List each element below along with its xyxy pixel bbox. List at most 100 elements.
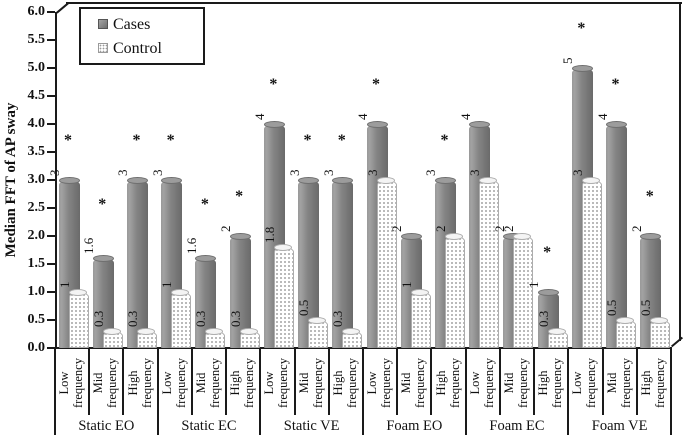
- frequency-separator: [533, 348, 536, 415]
- bar-value-label: 2: [218, 225, 234, 233]
- significance-star: *: [440, 132, 449, 149]
- bar-cap: [229, 233, 251, 240]
- x-tick-label-low: Low frequency: [466, 351, 500, 415]
- x-tick-label-low: Low frequency: [363, 351, 397, 415]
- bar-value-label: 0.3: [535, 310, 551, 328]
- x-tick-label-high: High frequency: [431, 351, 465, 415]
- group-separator: [567, 348, 570, 435]
- y-tick-label: 4.5: [27, 88, 46, 103]
- bar-value-label: 1: [526, 281, 542, 289]
- y-tick-mark: [47, 67, 55, 69]
- y-tick-mark: [47, 263, 55, 265]
- cases-swatch-icon: [98, 19, 108, 29]
- bar-control: [102, 328, 123, 348]
- bar-value-label: 3: [115, 169, 131, 177]
- bar-value-label: 1: [56, 281, 72, 289]
- frequency-band-label: Low frequency: [159, 358, 188, 408]
- bar-cap: [513, 233, 532, 240]
- x-tick-label-low: Low frequency: [260, 351, 294, 415]
- frequency-separator: [88, 348, 91, 415]
- group-separator: [156, 348, 159, 435]
- bar-control: [171, 289, 192, 348]
- bar-value-label: 4: [594, 113, 610, 121]
- bar-cap: [342, 328, 361, 336]
- x-tick-label-mid: Mid frequency: [500, 351, 534, 415]
- frequency-band-label: High frequency: [638, 358, 667, 408]
- bar-value-label: 1.6: [183, 238, 199, 255]
- y-tick-mark: [47, 319, 55, 321]
- bar-cap: [581, 177, 600, 184]
- frequency-band-label: Low frequency: [262, 358, 291, 408]
- group-separator: [362, 348, 364, 435]
- bar-cap: [136, 328, 155, 336]
- frequency-band-label: Mid frequency: [91, 358, 120, 408]
- legend-label-control: Control: [113, 39, 162, 57]
- bar-cap: [571, 65, 593, 72]
- bar-value-label: 5: [560, 57, 576, 65]
- bar-cap: [376, 177, 395, 184]
- y-tick-mark: [47, 39, 55, 41]
- bar-control: [273, 244, 294, 348]
- y-tick-label: 5.5: [27, 32, 46, 47]
- frequency-band-label: High frequency: [330, 358, 359, 408]
- bar-value-label: 0.3: [193, 310, 209, 328]
- bar-value-label: 3: [47, 169, 62, 177]
- frequency-band-label: High frequency: [125, 358, 154, 408]
- bottom-right-depth-edge: [670, 336, 684, 348]
- bar-cap: [161, 177, 183, 184]
- y-axis-line: [55, 12, 57, 349]
- significance-star: *: [645, 188, 654, 205]
- bar-cap: [410, 289, 429, 296]
- group-label-foam-eo: Foam EO: [386, 418, 443, 434]
- x-tick-label-mid: Mid frequency: [603, 351, 637, 415]
- group-separator: [464, 348, 467, 435]
- bar-value-label: 3: [467, 169, 483, 177]
- significance-star: *: [64, 132, 72, 149]
- significance-star: *: [543, 244, 552, 261]
- bar-value-label: 2: [389, 225, 405, 233]
- x-tick-label-mid: Mid frequency: [89, 351, 123, 415]
- bar-cap: [102, 328, 121, 336]
- frequency-separator: [396, 348, 399, 415]
- bar-cases: [332, 177, 354, 348]
- bar-cases: [298, 177, 320, 348]
- bar-control: [513, 233, 534, 348]
- legend-label-cases: Cases: [113, 15, 151, 33]
- plot-right-border: [679, 2, 681, 341]
- legend-box: Cases Control: [79, 7, 205, 65]
- frequency-band-label: Low frequency: [57, 358, 86, 408]
- frequency-band-label: High frequency: [228, 358, 257, 408]
- y-tick-label: 4.0: [27, 116, 46, 131]
- bar-cap: [640, 233, 662, 240]
- bar-cap: [616, 317, 635, 324]
- bar-value-label: 4: [355, 113, 370, 121]
- bar-cap: [366, 121, 388, 128]
- bar-value-label: 3: [423, 169, 439, 177]
- bar-control: [205, 328, 226, 348]
- bar-cap: [606, 121, 628, 128]
- bar-value-label: 4: [457, 113, 473, 121]
- significance-star: *: [269, 76, 278, 93]
- plot-top-border: [66, 2, 682, 4]
- bar-cap: [332, 177, 354, 184]
- bar-cap: [400, 233, 422, 240]
- bar-value-label: 3: [569, 169, 585, 177]
- x-tick-label-mid: Mid frequency: [295, 351, 329, 415]
- x-tick-label-high: High frequency: [534, 351, 568, 415]
- frequency-separator: [327, 348, 330, 415]
- bar-value-label: 1.6: [81, 238, 97, 255]
- significance-star: *: [337, 132, 346, 149]
- bar-cap: [444, 233, 463, 240]
- bar-cap: [469, 121, 491, 128]
- significance-star: *: [166, 132, 175, 149]
- y-tick-mark: [47, 179, 55, 181]
- bar-value-label: 3: [364, 169, 380, 177]
- group-separator: [259, 348, 262, 435]
- frequency-band-label: Mid frequency: [501, 358, 530, 408]
- bar-value-label: 1: [398, 281, 414, 289]
- x-tick-label-low: Low frequency: [158, 351, 192, 415]
- bar-value-label: 0.5: [604, 299, 620, 316]
- y-tick-label: 0.0: [27, 340, 46, 355]
- bar-value-label: 3: [286, 169, 302, 177]
- bar-cases: [92, 255, 114, 348]
